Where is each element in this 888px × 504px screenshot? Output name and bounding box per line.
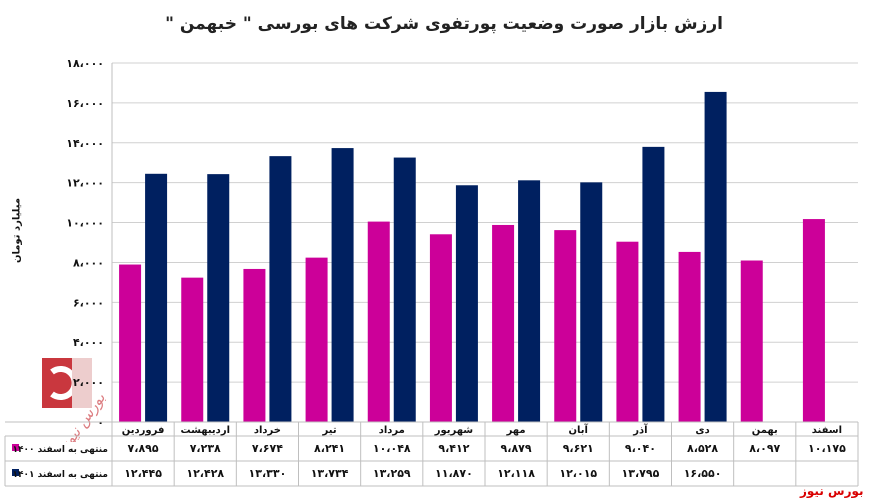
data-label: ۱۳،۷۹۵ <box>622 467 660 480</box>
y-tick-label: ۱۸،۰۰۰ <box>66 57 104 70</box>
bar <box>269 156 292 422</box>
x-tick-label: شهریور <box>434 425 474 436</box>
x-tick-label: دی <box>695 425 709 436</box>
bar <box>119 264 142 422</box>
source-label: بورس نیوز <box>800 484 864 498</box>
bar <box>642 146 665 422</box>
legend-swatch <box>12 444 19 451</box>
data-label: ۱۱،۸۷۰ <box>435 467 473 480</box>
data-label: ۱۳،۷۳۴ <box>311 467 349 480</box>
x-tick-label: اسفند <box>812 425 842 436</box>
bar <box>616 241 639 422</box>
x-tick-label: آذر <box>632 423 648 436</box>
bar <box>678 251 701 422</box>
data-label: ۹،۴۱۲ <box>438 442 469 455</box>
data-label: ۱۰،۱۷۵ <box>808 442 846 455</box>
data-label: ۱۲،۰۱۵ <box>559 467 597 480</box>
bar <box>704 91 727 423</box>
bar <box>207 174 230 422</box>
bar <box>554 230 577 422</box>
bar <box>492 224 515 422</box>
bar <box>305 257 328 422</box>
y-tick-label: ۱۰،۰۰۰ <box>66 217 104 230</box>
y-tick-label: ۱۲،۰۰۰ <box>66 177 104 190</box>
data-label: ۹،۸۷۹ <box>501 442 532 455</box>
bar <box>802 219 825 422</box>
bar <box>367 221 390 422</box>
data-label: ۱۰،۰۴۸ <box>373 442 411 455</box>
legend-label: منتهی به اسفند ۱۴۰۱ <box>13 470 108 480</box>
x-tick-label: آبان <box>569 423 589 436</box>
bar <box>145 173 168 422</box>
data-label: ۸،۰۹۷ <box>749 442 780 455</box>
bar <box>181 277 204 422</box>
chart-title: ارزش بازار صورت وضعیت پورتفوی شرکت های ب… <box>165 14 723 34</box>
bar <box>393 157 416 422</box>
x-tick-label: مهر <box>506 425 526 436</box>
data-label: ۱۲،۱۱۸ <box>497 467 535 480</box>
x-tick-label: فروردین <box>122 425 165 436</box>
data-label: ۷،۲۳۸ <box>190 442 221 455</box>
bar <box>455 185 478 422</box>
bar <box>740 260 763 422</box>
data-label: ۱۳،۲۵۹ <box>373 467 411 480</box>
x-tick-label: خرداد <box>254 425 281 436</box>
legend-label: منتهی به اسفند ۱۴۰۰ <box>13 445 108 455</box>
bar <box>580 182 603 422</box>
y-tick-label: ۱۴،۰۰۰ <box>66 137 104 150</box>
data-label: ۱۶،۵۵۰ <box>684 467 722 480</box>
x-tick-label: تیر <box>322 425 337 436</box>
bar <box>429 234 452 422</box>
bar <box>331 148 354 422</box>
y-tick-label: ۶،۰۰۰ <box>73 296 104 309</box>
x-tick-label: بهمن <box>752 425 778 436</box>
legend-swatch <box>12 469 19 476</box>
data-label: ۸،۲۴۱ <box>314 442 345 455</box>
x-tick-label: اردیبهشت <box>180 425 230 436</box>
y-tick-label: ۴،۰۰۰ <box>73 336 104 349</box>
data-label: ۱۳،۳۳۰ <box>249 467 287 480</box>
data-label: ۹،۰۴۰ <box>625 442 656 455</box>
data-label: ۱۲،۴۲۸ <box>186 467 224 480</box>
x-tick-label: مرداد <box>379 425 405 436</box>
y-tick-label: ۱۶،۰۰۰ <box>66 97 104 110</box>
y-tick-label: ۸،۰۰۰ <box>73 256 104 269</box>
y-tick-label: ۲،۰۰۰ <box>73 376 104 389</box>
bar <box>518 180 541 422</box>
data-label: ۷،۸۹۵ <box>128 442 159 455</box>
bar <box>243 268 266 422</box>
data-label: ۱۲،۴۴۵ <box>124 467 162 480</box>
data-label: ۹،۶۲۱ <box>563 442 594 455</box>
data-label: ۸،۵۲۸ <box>687 442 718 455</box>
data-label: ۷،۶۷۴ <box>252 442 283 455</box>
